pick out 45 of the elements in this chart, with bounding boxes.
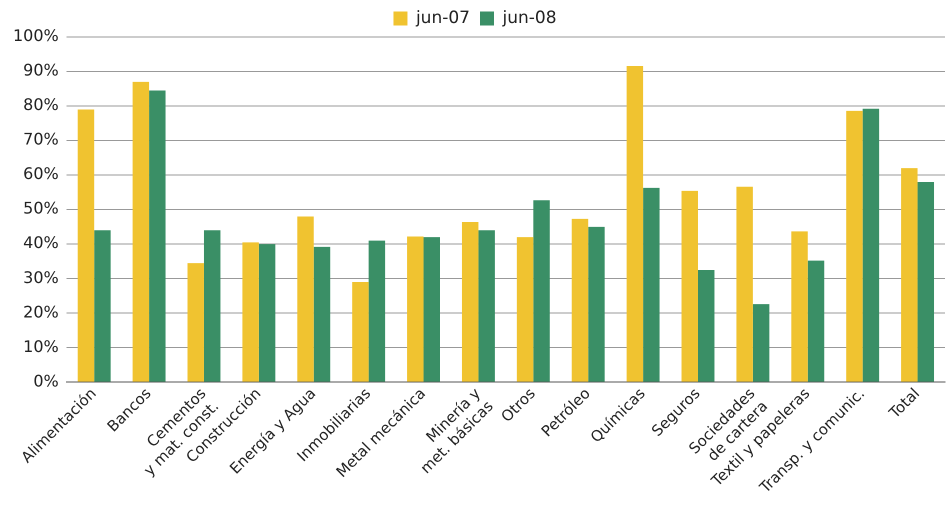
bar — [572, 218, 588, 382]
bar — [462, 222, 478, 382]
bar — [297, 216, 314, 382]
bar — [918, 182, 934, 382]
bar — [149, 90, 166, 382]
legend-label: jun-08 — [502, 8, 557, 28]
bar — [901, 168, 918, 382]
bar — [407, 236, 424, 382]
bar — [588, 226, 605, 382]
y-tick-label: 50% — [23, 198, 59, 218]
bar — [791, 231, 808, 382]
bar — [78, 109, 94, 382]
y-tick-label: 20% — [23, 302, 59, 322]
bar — [698, 270, 714, 382]
bar — [533, 200, 550, 382]
y-tick-label: 100% — [12, 26, 59, 46]
bar — [808, 260, 824, 382]
bar — [736, 186, 753, 382]
bar — [626, 66, 644, 382]
bar — [846, 110, 863, 382]
bar — [862, 108, 880, 382]
bar — [478, 230, 495, 382]
y-tick-label: 10% — [23, 336, 59, 356]
bar — [204, 230, 220, 382]
bar — [643, 188, 660, 382]
legend-label: jun-07 — [414, 8, 470, 28]
bar — [258, 244, 276, 382]
bar — [242, 242, 259, 382]
y-tick-label: 0% — [33, 371, 59, 390]
bar — [94, 230, 111, 382]
bar — [314, 246, 330, 382]
y-tick-label: 70% — [23, 130, 59, 149]
y-tick-label: 60% — [23, 164, 59, 184]
y-tick-label: 40% — [23, 233, 59, 252]
bar — [516, 237, 534, 382]
bar — [368, 240, 386, 382]
y-tick-label: 30% — [23, 268, 59, 287]
bar — [682, 190, 698, 382]
bar — [188, 263, 204, 382]
bar — [752, 304, 770, 382]
bar — [424, 237, 440, 382]
bar — [132, 82, 150, 382]
bar — [352, 282, 369, 382]
y-tick-label: 90% — [23, 60, 59, 80]
y-tick-label: 80% — [23, 95, 59, 114]
